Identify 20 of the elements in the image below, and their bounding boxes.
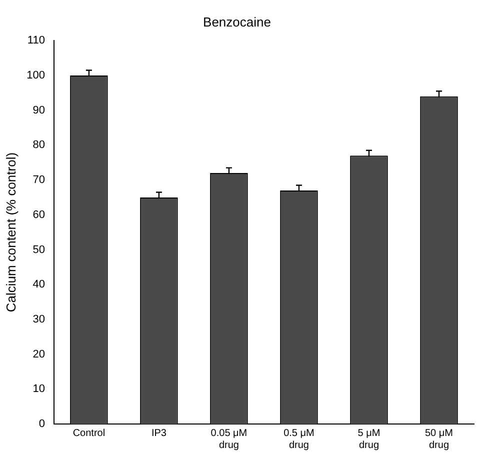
chart-title: Benzocaine (203, 14, 271, 30)
y-tick-label: 110 (27, 34, 45, 47)
y-tick-label: 30 (32, 313, 45, 326)
y-axis-title: Calcium content (% control) (3, 152, 18, 312)
y-tick-label: 40 (32, 278, 45, 291)
x-tick-label: 5 μM drug (358, 428, 380, 451)
y-tick-label: 100 (26, 69, 45, 82)
y-tick-label: 10 (32, 383, 45, 396)
y-tick-label: 60 (32, 208, 45, 221)
y-tick-label: 50 (32, 244, 45, 256)
y-tick-label: 80 (32, 139, 45, 152)
x-tick-label: 50 μM drug (424, 428, 453, 451)
y-tick-label: 20 (32, 348, 45, 360)
x-tick-label: 0.5 μM drug (284, 428, 314, 451)
y-tick-label: 90 (32, 104, 45, 116)
x-tick-label: IP3 (151, 428, 167, 439)
x-tick-label: 0.05 μM drug (210, 428, 248, 451)
y-tick-label: 0 (38, 418, 45, 430)
y-tick-label: 70 (32, 174, 45, 186)
x-tick-label: Control (72, 428, 106, 439)
